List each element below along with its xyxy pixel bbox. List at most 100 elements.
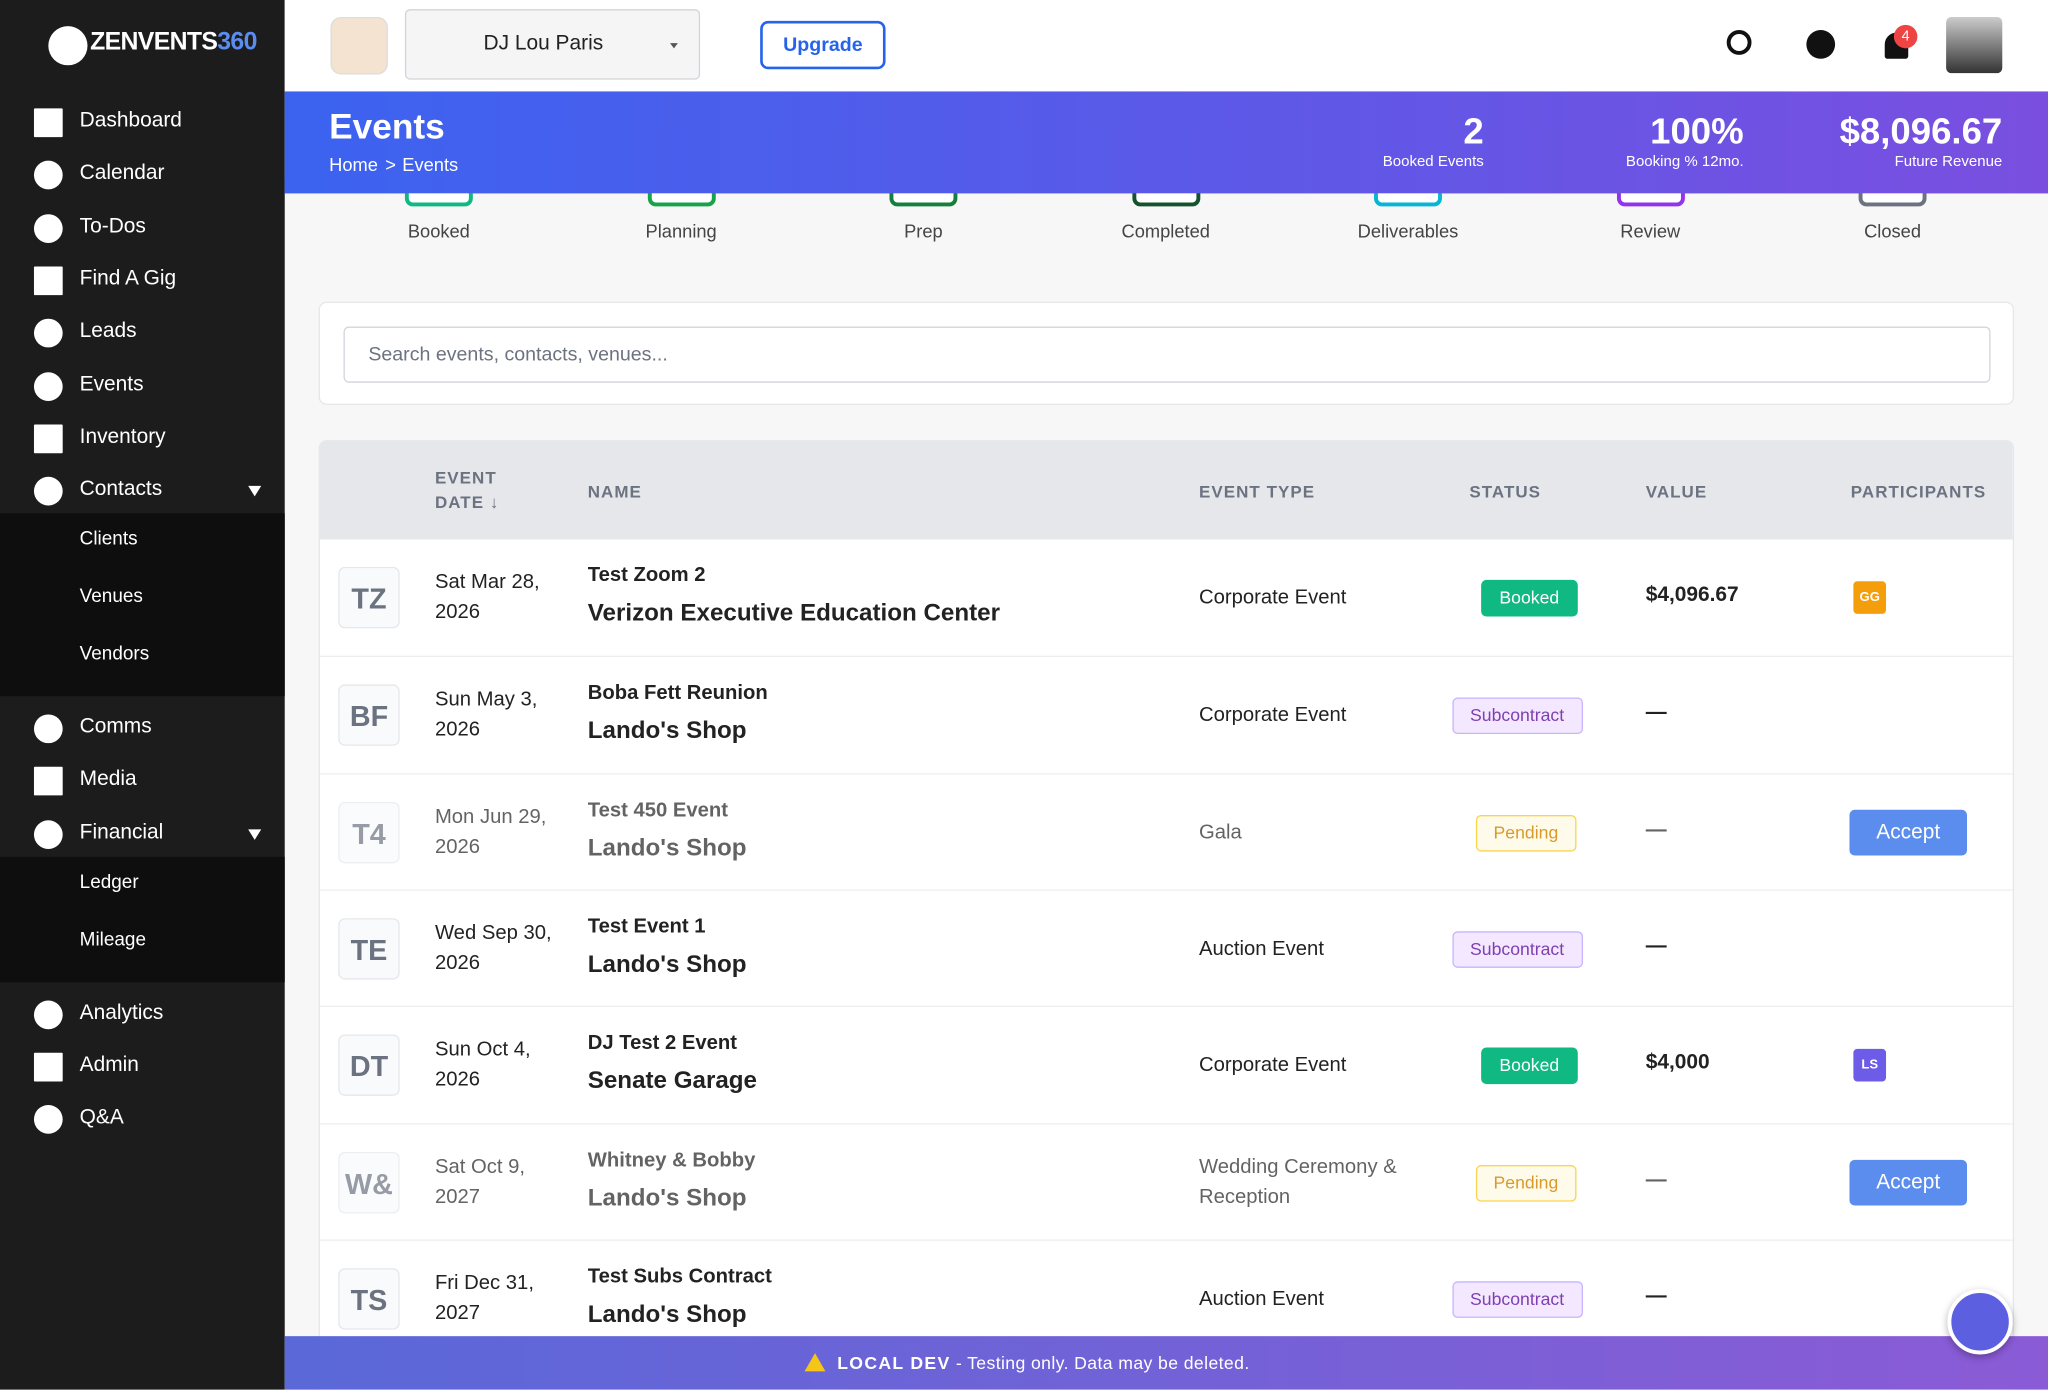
table-row[interactable]: W& Sat Oct 9, 2027 Whitney & Bobby Lando's … — [319, 1122, 2013, 1240]
nav-subitem[interactable]: Clients — [79, 529, 138, 550]
search-input[interactable]: Search events, contacts, venues... — [343, 326, 1991, 383]
event-name: Test Subs Contract — [587, 1265, 772, 1288]
notification-badge: 4 — [1893, 24, 1918, 49]
nav-icon[interactable] — [33, 1105, 63, 1135]
nav-icon[interactable] — [33, 1052, 63, 1082]
event-name: DJ Test 2 Event — [587, 1032, 738, 1055]
pipeline-label[interactable]: Deliverables — [1357, 220, 1459, 242]
pipeline-label[interactable]: Booked — [407, 220, 470, 242]
table-row[interactable]: TS Fri Dec 31, 2027 Test Subs Contract Land… — [319, 1239, 2013, 1356]
nav-caret — [248, 485, 262, 497]
nav-icon[interactable] — [33, 161, 63, 190]
nav-subitem[interactable]: Vendors — [79, 644, 150, 665]
user-avatar[interactable] — [1946, 16, 2003, 74]
column-header: EVENT TYPE — [1199, 481, 1316, 502]
event-venue: Lando's Shop — [587, 949, 747, 977]
event-date: Sun Oct 4, 2026 — [434, 1038, 531, 1091]
nav-icon[interactable] — [33, 424, 63, 453]
pipeline-label[interactable]: Review — [1620, 220, 1681, 242]
participant[interactable]: GG — [1853, 581, 1887, 614]
nav-icon[interactable] — [33, 819, 63, 849]
accept-button[interactable]: Accept — [1849, 809, 1968, 855]
nav-icon[interactable] — [33, 767, 63, 796]
stat-value: 100% — [1650, 111, 1744, 152]
feedback-button[interactable] — [1947, 1289, 2013, 1355]
profile-select[interactable]: DJ Lou Paris — [404, 9, 701, 80]
pipeline-label[interactable]: Closed — [1864, 220, 1922, 242]
table-row[interactable]: TZ Sat Mar 28, 2026 Test Zoom 2 Verizon Exe… — [320, 539, 2013, 656]
upgrade-button[interactable]: Upgrade — [760, 20, 886, 70]
breadcrumb: Events — [402, 154, 459, 176]
events-table: EVENT DATE ↓ NAME EVENT TYPE STATUS VALUE PAR… — [318, 440, 2015, 1390]
column-header: VALUE — [1645, 481, 1708, 502]
nav-item[interactable]: Leads — [79, 320, 137, 343]
dev-banner: LOCAL DEV - Testing only. Data may be de… — [284, 1336, 2048, 1390]
nav-icon[interactable] — [33, 108, 63, 138]
topbar: DJ Lou Paris Upgrade 4 — [284, 0, 2048, 92]
nav-icon[interactable] — [33, 371, 63, 401]
table-row[interactable]: DT Sun Oct 4, 2026 DJ Test 2 Event Senate G… — [319, 1005, 2013, 1123]
nav-item[interactable]: Contacts — [79, 478, 163, 501]
submenu — [0, 856, 285, 982]
pipeline-label[interactable]: Planning — [645, 220, 717, 242]
nav-subitem[interactable]: Venues — [79, 586, 143, 608]
brand-suffix: 360 — [217, 28, 257, 57]
nav-subitem[interactable]: Mileage — [79, 929, 146, 951]
event-initials: DT — [338, 1034, 400, 1097]
nav-item[interactable]: Dashboard — [79, 109, 182, 132]
nav-icon[interactable] — [33, 266, 63, 296]
nav-icon[interactable] — [33, 714, 63, 744]
nav-subitem[interactable]: Ledger — [79, 872, 139, 893]
event-venue: Senate Garage — [587, 1066, 757, 1094]
event-date: Sun May 3, 2026 — [434, 688, 538, 741]
table-row[interactable]: TE Wed Sep 30, 2026 Test Event 1 Lando's Sh… — [319, 889, 2013, 1006]
nav-item[interactable]: Analytics — [79, 1001, 164, 1024]
nav-item[interactable]: Comms — [79, 715, 152, 739]
event-venue: Lando's Shop — [587, 1182, 747, 1211]
nav-item[interactable]: Media — [79, 768, 137, 791]
theme-icon[interactable] — [1806, 30, 1836, 59]
event-type: Auction Event — [1199, 1287, 1324, 1310]
event-type: Auction Event — [1199, 937, 1324, 960]
event-venue: Lando's Shop — [587, 716, 747, 744]
warning-icon — [804, 1353, 826, 1372]
stat-label: Future Revenue — [1894, 154, 2003, 170]
nav-item[interactable]: Financial — [79, 821, 164, 844]
nav-icon[interactable] — [33, 476, 63, 506]
nav-item[interactable]: To-Dos — [79, 214, 146, 238]
status-badge: Subcontract — [1451, 931, 1583, 968]
nav-item[interactable]: Events — [79, 372, 144, 396]
nav-item[interactable]: Find A Gig — [79, 267, 177, 290]
event-initials: TS — [338, 1267, 400, 1330]
nav-item[interactable]: Admin — [79, 1054, 139, 1077]
event-type: Corporate Event — [1199, 586, 1347, 609]
event-date: Fri Dec 31, 2027 — [434, 1271, 534, 1325]
table-row[interactable]: T4 Mon Jun 29, 2026 Test 450 Event Lando's … — [319, 772, 2013, 890]
status-badge: Booked — [1481, 579, 1578, 617]
nav-item[interactable]: Calendar — [79, 162, 165, 185]
stat-value: 2 — [1463, 111, 1484, 152]
nav-icon[interactable] — [33, 1000, 63, 1029]
event-date: Sat Mar 28, 2026 — [434, 570, 540, 624]
nav-item[interactable]: Q&A — [79, 1106, 124, 1129]
status-badge: Pending — [1475, 814, 1577, 852]
page-title: Events — [329, 107, 445, 147]
table-row[interactable]: BF Sun May 3, 2026 Boba Fett Reunion Lando'… — [319, 656, 2013, 773]
column-header[interactable]: EVENT DATE ↓ — [434, 467, 500, 512]
nav-icon[interactable] — [33, 318, 63, 348]
accept-button[interactable]: Accept — [1849, 1159, 1968, 1205]
page-header-cover — [284, 177, 2048, 194]
pipeline-label[interactable]: Prep — [904, 220, 943, 242]
participant[interactable]: LS — [1853, 1049, 1887, 1082]
breadcrumb: > — [385, 154, 396, 176]
banner-note: - Testing only. Data may be deleted. — [950, 1353, 1250, 1373]
event-venue: Lando's Shop — [587, 1299, 747, 1327]
event-name: Boba Fett Reunion — [587, 682, 768, 705]
sidebar: ZENVENTS360 Dashboard Calendar To-Dos Find A… — [0, 0, 285, 1390]
pipeline-label[interactable]: Completed — [1121, 220, 1210, 242]
nav-item[interactable]: Inventory — [79, 425, 166, 448]
column-header: NAME — [587, 481, 642, 502]
nav-icon[interactable] — [33, 213, 63, 243]
search-icon[interactable] — [1726, 30, 1752, 55]
breadcrumb[interactable]: Home — [329, 154, 378, 176]
